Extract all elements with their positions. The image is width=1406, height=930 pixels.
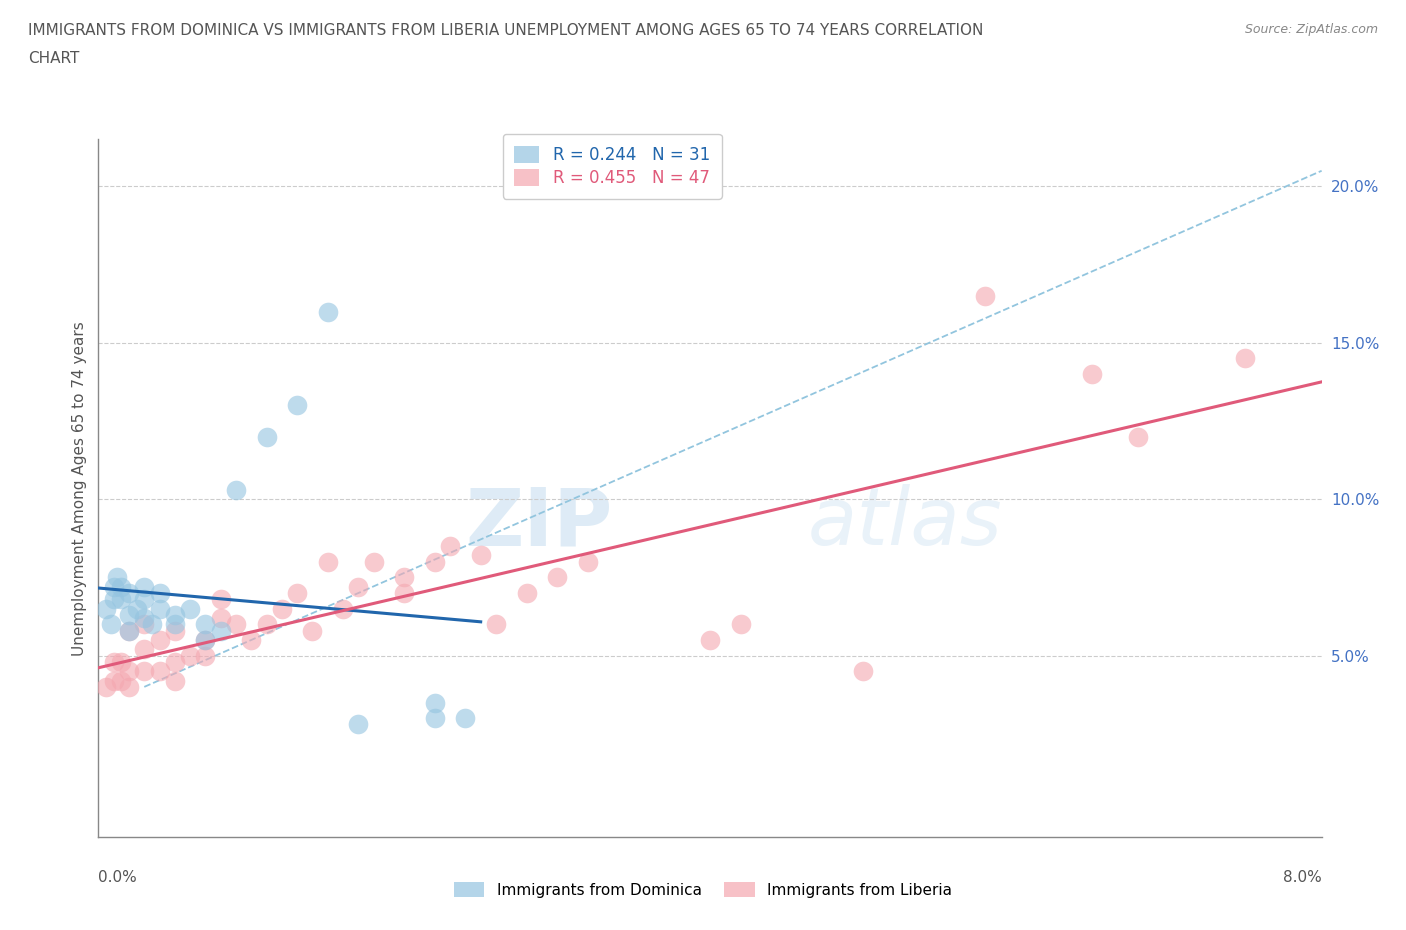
Point xyxy=(194,648,217,663)
Point xyxy=(270,601,294,616)
Point xyxy=(134,611,156,626)
Point xyxy=(103,579,125,594)
Point xyxy=(392,586,416,601)
Point xyxy=(285,398,308,413)
Legend: R = 0.244   N = 31, R = 0.455   N = 47: R = 0.244 N = 31, R = 0.455 N = 47 xyxy=(503,134,721,198)
Point xyxy=(105,570,128,585)
Point xyxy=(179,648,201,663)
Point xyxy=(103,591,125,606)
Point xyxy=(209,623,232,638)
Point xyxy=(470,548,492,563)
Point xyxy=(134,591,156,606)
Point xyxy=(285,586,308,601)
Point xyxy=(363,554,385,569)
Point xyxy=(125,601,148,616)
Point xyxy=(194,617,217,631)
Text: IMMIGRANTS FROM DOMINICA VS IMMIGRANTS FROM LIBERIA UNEMPLOYMENT AMONG AGES 65 T: IMMIGRANTS FROM DOMINICA VS IMMIGRANTS F… xyxy=(28,23,983,38)
Point xyxy=(110,579,132,594)
Point xyxy=(485,617,508,631)
Point xyxy=(94,680,117,695)
Point xyxy=(100,617,122,631)
Point xyxy=(546,570,568,585)
Point xyxy=(454,711,477,725)
Point xyxy=(423,695,446,710)
Point xyxy=(110,655,132,670)
Point xyxy=(1081,366,1104,381)
Point xyxy=(1234,351,1257,365)
Point xyxy=(163,673,186,688)
Point xyxy=(1128,430,1150,445)
Legend: Immigrants from Dominica, Immigrants from Liberia: Immigrants from Dominica, Immigrants fro… xyxy=(447,875,959,904)
Point xyxy=(516,586,538,601)
Point xyxy=(194,632,217,647)
Text: 8.0%: 8.0% xyxy=(1282,870,1322,884)
Point xyxy=(163,617,186,631)
Point xyxy=(103,673,125,688)
Point xyxy=(118,623,141,638)
Point xyxy=(103,655,125,670)
Point xyxy=(179,601,201,616)
Point xyxy=(423,711,446,725)
Point xyxy=(149,586,172,601)
Point xyxy=(110,591,132,606)
Point xyxy=(134,579,156,594)
Point xyxy=(576,554,599,569)
Text: CHART: CHART xyxy=(28,51,80,66)
Point xyxy=(118,664,141,679)
Point xyxy=(974,288,997,303)
Point xyxy=(209,611,232,626)
Point xyxy=(332,601,354,616)
Point xyxy=(316,304,339,319)
Point xyxy=(149,664,172,679)
Point xyxy=(141,617,163,631)
Point xyxy=(699,632,721,647)
Point xyxy=(347,579,370,594)
Point xyxy=(347,717,370,732)
Point xyxy=(316,554,339,569)
Point xyxy=(110,673,132,688)
Point xyxy=(134,617,156,631)
Point xyxy=(209,591,232,606)
Point xyxy=(118,607,141,622)
Y-axis label: Unemployment Among Ages 65 to 74 years: Unemployment Among Ages 65 to 74 years xyxy=(72,321,87,656)
Point xyxy=(149,601,172,616)
Point xyxy=(240,632,263,647)
Point xyxy=(163,655,186,670)
Point xyxy=(163,607,186,622)
Point xyxy=(852,664,875,679)
Text: ZIP: ZIP xyxy=(465,485,612,562)
Point xyxy=(118,586,141,601)
Text: atlas: atlas xyxy=(808,485,1002,562)
Point xyxy=(118,680,141,695)
Point xyxy=(134,664,156,679)
Text: Source: ZipAtlas.com: Source: ZipAtlas.com xyxy=(1244,23,1378,36)
Point xyxy=(256,617,278,631)
Point xyxy=(392,570,416,585)
Point xyxy=(423,554,446,569)
Text: 0.0%: 0.0% xyxy=(98,870,138,884)
Point xyxy=(94,601,117,616)
Point xyxy=(149,632,172,647)
Point xyxy=(225,617,247,631)
Point xyxy=(194,632,217,647)
Point xyxy=(301,623,323,638)
Point xyxy=(730,617,752,631)
Point xyxy=(134,642,156,657)
Point xyxy=(439,538,461,553)
Point xyxy=(225,483,247,498)
Point xyxy=(118,623,141,638)
Point xyxy=(256,430,278,445)
Point xyxy=(163,623,186,638)
